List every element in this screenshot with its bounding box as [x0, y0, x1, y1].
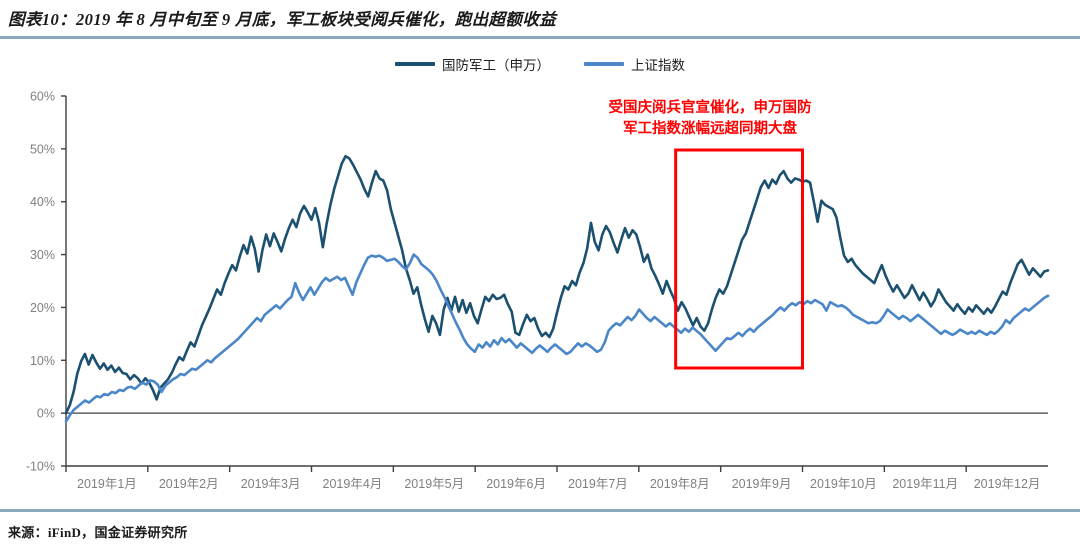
- highlight-box: [674, 148, 804, 370]
- y-axis: 60% 50% 40% 30% 20% 10% 0% -10%: [26, 90, 1048, 474]
- y-tick-label: -10%: [26, 460, 55, 474]
- footer-divider: [0, 509, 1080, 512]
- x-tick-label: 2019年2月: [159, 477, 219, 491]
- x-tick-label: 2019年11月: [892, 477, 958, 491]
- page-title: 图表10：2019 年 8 月中旬至 9 月底，军工板块受阅兵催化，跑出超额收益: [8, 10, 557, 29]
- y-tick-label: 50%: [30, 142, 55, 156]
- x-tick-label: 2019年8月: [650, 477, 710, 491]
- y-tick-label: 10%: [30, 354, 55, 368]
- annotation-callout: 受国庆阅兵官宣催化，申万国防 军工指数涨幅远超同期大盘: [560, 98, 860, 140]
- x-tick-label: 2019年7月: [568, 477, 628, 491]
- x-tick-label: 2019年3月: [241, 477, 301, 491]
- series-lines: [64, 154, 1050, 423]
- series-line-sse: [64, 253, 1050, 423]
- x-tick-label: 2019年10月: [810, 477, 877, 491]
- y-tick-label: 0%: [37, 407, 55, 421]
- x-axis: 2019年1月 2019年2月 2019年3月 2019年4月 2019年5月 2019年…: [65, 465, 1048, 491]
- x-tick-label: 2019年6月: [486, 477, 546, 491]
- x-tick-label: 2019年1月: [77, 477, 137, 491]
- y-tick-label: 20%: [30, 301, 55, 315]
- y-tick-label: 40%: [30, 195, 55, 209]
- y-tick-label: 30%: [30, 248, 55, 262]
- header-divider: [0, 36, 1080, 39]
- annotation-line-1: 受国庆阅兵官宣催化，申万国防: [608, 100, 812, 116]
- source-note: 来源：iFinD，国金证券研究所: [8, 525, 188, 540]
- annotation-line-2: 军工指数涨幅远超同期大盘: [623, 121, 797, 138]
- x-tick-label: 2019年12月: [974, 477, 1041, 491]
- figure-title-row: 图表10：2019 年 8 月中旬至 9 月底，军工板块受阅兵催化，跑出超额收益: [0, 0, 1080, 36]
- x-tick-label: 2019年5月: [404, 477, 464, 491]
- series-line-defense: [64, 154, 1050, 415]
- y-tick-label: 60%: [30, 90, 55, 104]
- x-tick-label: 2019年9月: [732, 477, 792, 491]
- x-tick-label: 2019年4月: [323, 477, 383, 491]
- highlight-rect: [674, 148, 804, 370]
